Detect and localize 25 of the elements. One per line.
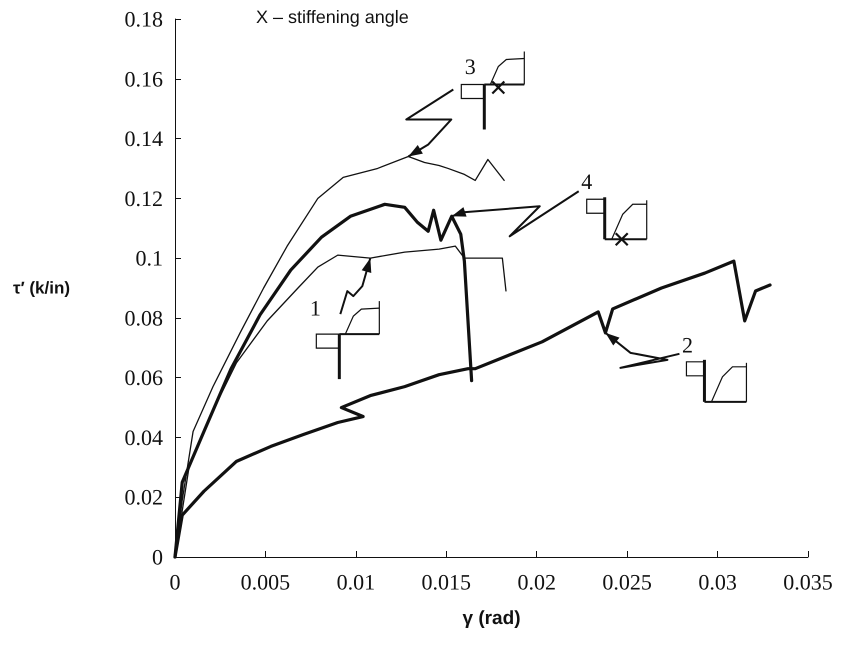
- x-axis-title: γ (rad): [462, 608, 521, 629]
- x-tick-label: 0.03: [698, 570, 737, 594]
- y-axis-title: τ′ (k/in): [13, 278, 70, 298]
- x-tick-label: 0.025: [602, 570, 652, 594]
- y-tick-label: 0.08: [124, 305, 163, 330]
- annotation: 4: [581, 168, 592, 194]
- y-tick-label: 0.06: [124, 365, 163, 390]
- y-tick-label: 0.16: [124, 66, 163, 92]
- y-tick-label: 0.12: [124, 186, 163, 211]
- x-tick-label: 0: [170, 570, 180, 594]
- y-tick-label: 0.18: [124, 6, 163, 32]
- y-tick-label: 0.1: [136, 246, 163, 271]
- x-tick-label: 0.005: [240, 570, 290, 594]
- x-tick-label: 0.02: [517, 570, 556, 594]
- annotation: X – stiffening angle: [256, 7, 409, 27]
- y-tick-label: 0.04: [124, 424, 163, 450]
- annotation: 2: [682, 332, 693, 358]
- x-tick-label: 0.01: [336, 570, 376, 594]
- y-tick-label: 0: [152, 544, 163, 570]
- x-tick-label: 0.015: [422, 570, 472, 594]
- y-tick-label: 0.14: [124, 126, 163, 152]
- y-tick-label: 0.02: [124, 484, 163, 510]
- x-tick-label: 0.035: [783, 570, 833, 594]
- annotation: 1: [310, 296, 321, 321]
- annotation: 3: [464, 54, 476, 79]
